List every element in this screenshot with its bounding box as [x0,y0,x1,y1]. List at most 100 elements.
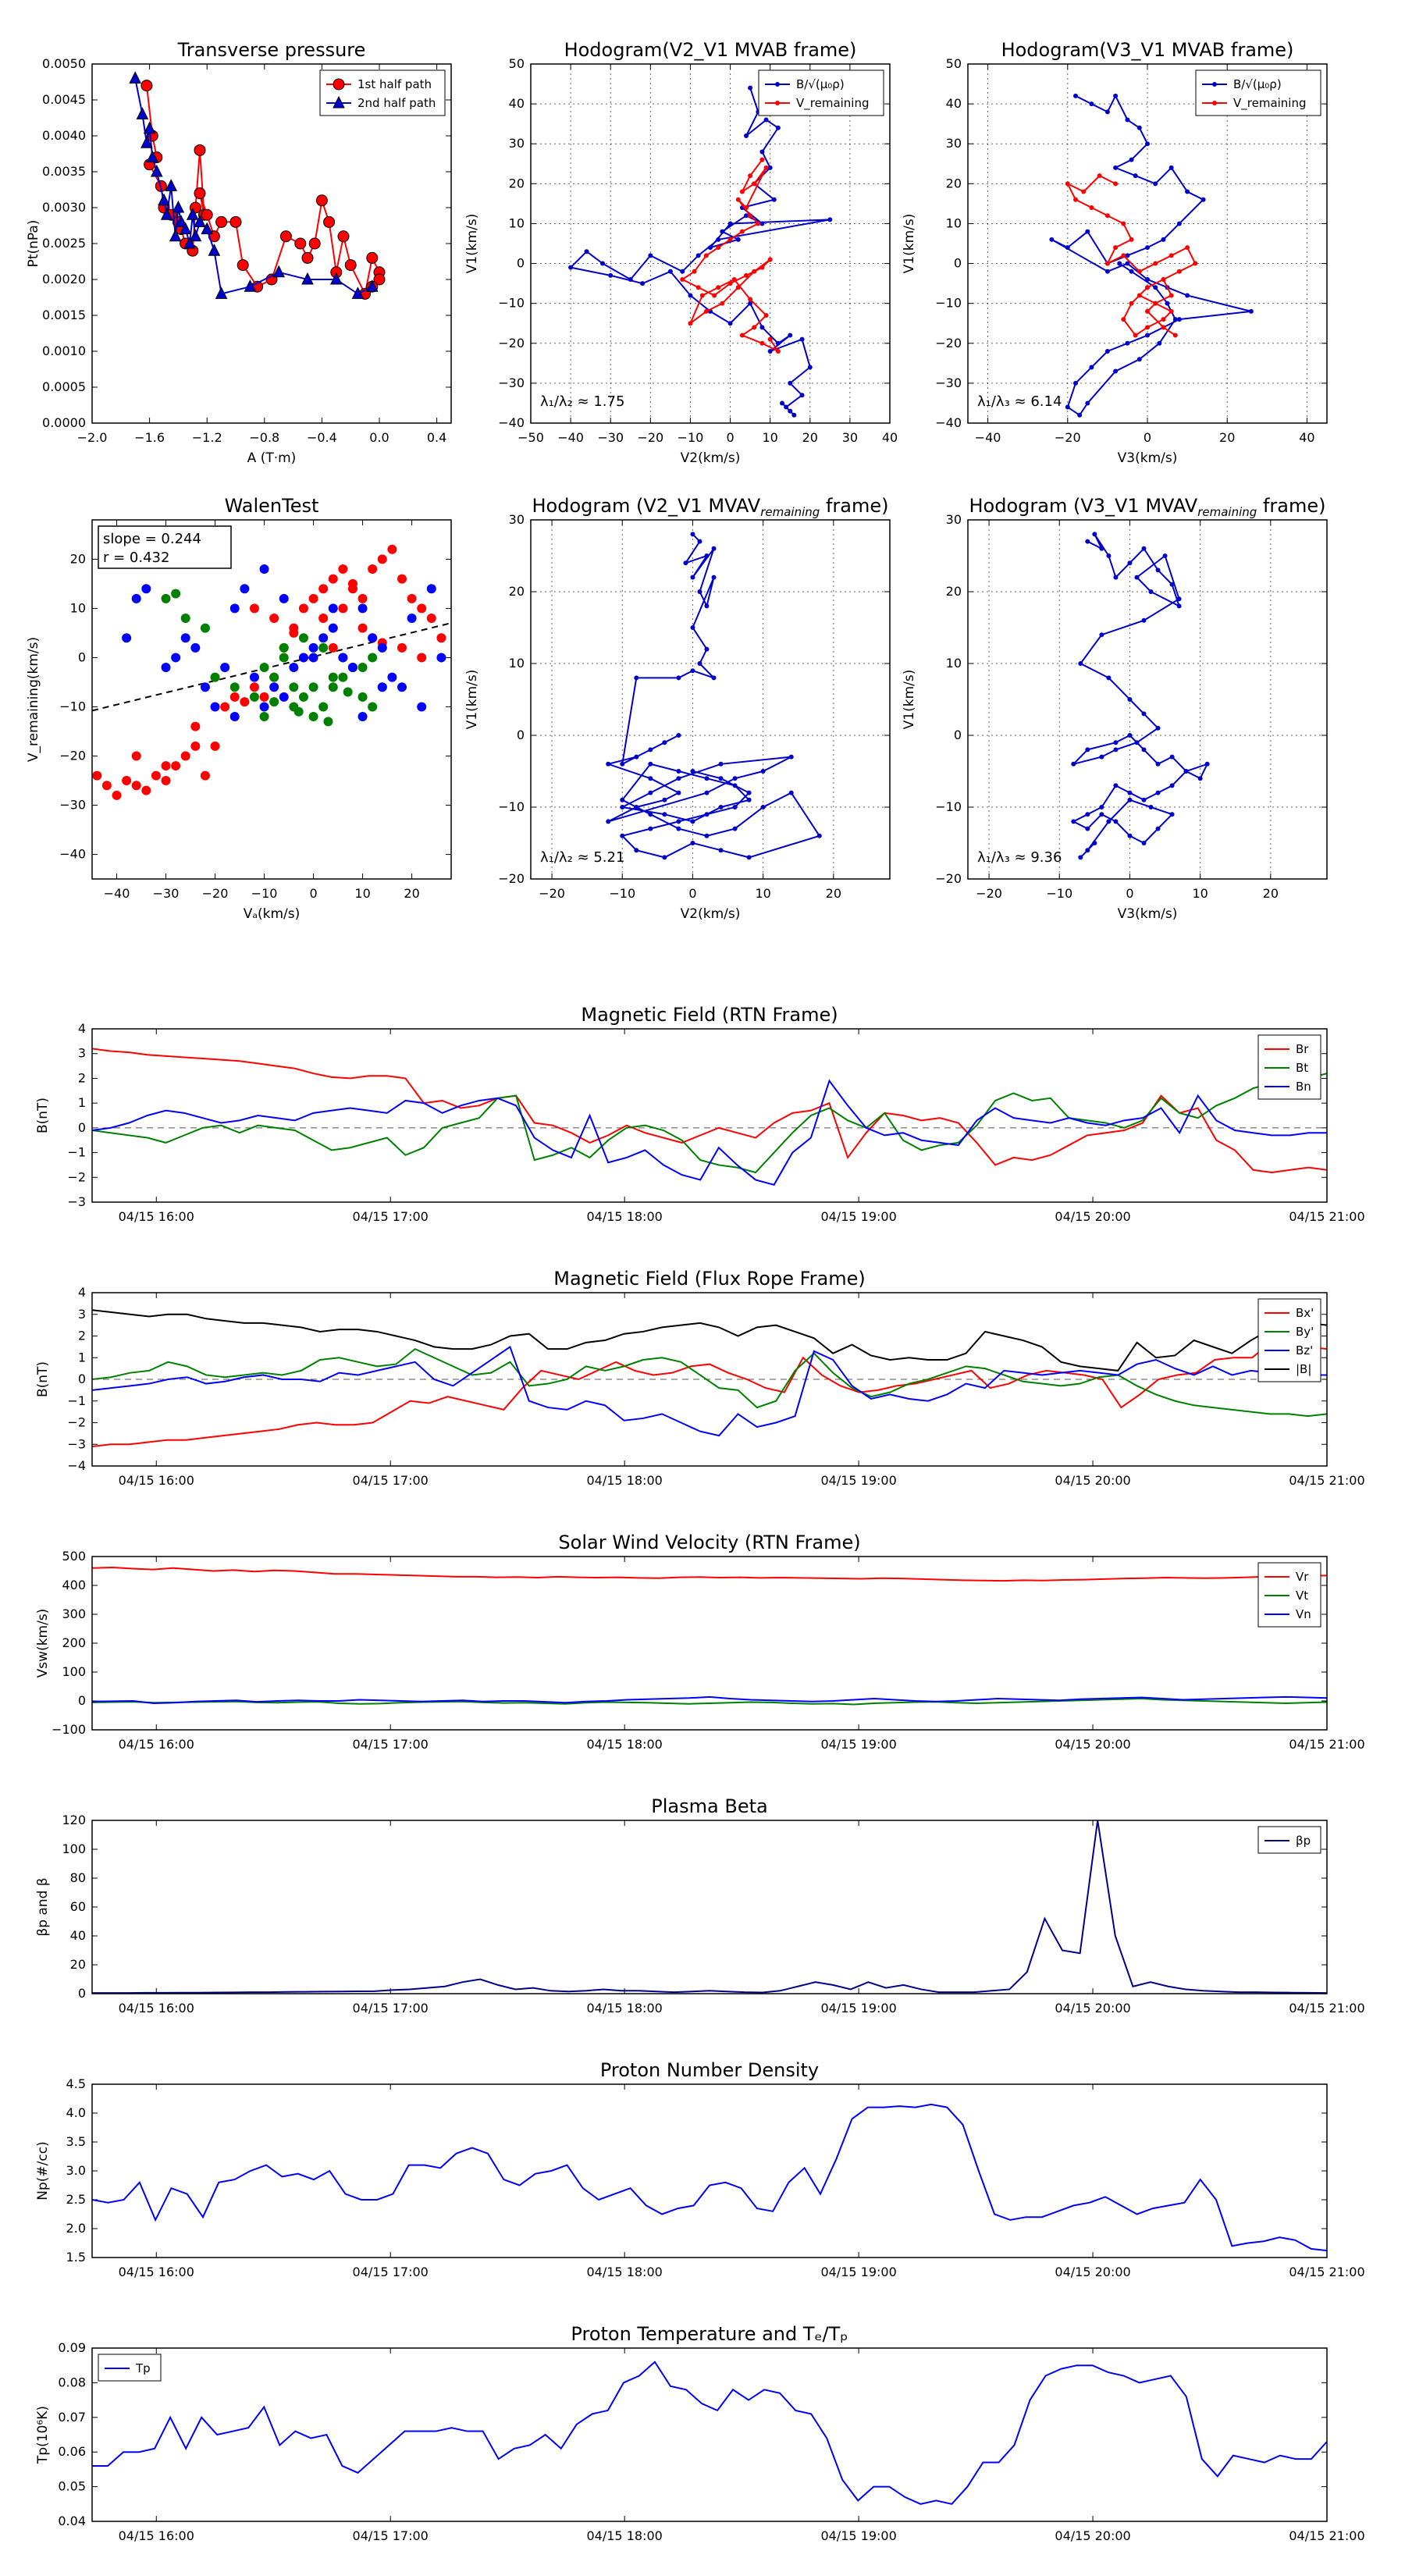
y-tick-label: −40 [498,415,525,430]
series-line-0 [605,533,821,859]
plot-area [92,2361,1327,2505]
y-tick-label: 1.5 [66,2250,86,2265]
data-point [131,751,141,761]
y-tick-label: −20 [935,871,962,886]
data-point [141,584,151,594]
x-tick-label: 04/15 17:00 [353,1737,429,1752]
magnetic-field-flux-rope-panel: −4 −3 −2 −1 0 1 2 3 4 04/15 16:00 04/15 17:00 04/15… [35,1268,1365,1488]
x-tick-label: 20 [404,886,419,901]
y-axis-label: B(nT) [35,1361,51,1397]
proton-temperature-panel: 0.04 0.05 0.06 0.07 0.08 0.09 04/15 16:00 04/15… [35,2323,1365,2543]
data-point [249,682,259,692]
data-point [1089,365,1094,370]
y-tick-label: 0 [954,728,962,742]
data-point [620,805,625,809]
chart-title: Hodogram(V2_V1 MVAB frame) [564,39,857,61]
data-point [1127,797,1133,802]
data-point [140,80,153,92]
y-tick-label: 2 [78,1070,86,1085]
x-tick-label: 0 [1126,886,1133,901]
data-point [189,229,202,242]
y-axis-label: V_remaining(km/s) [26,637,41,762]
x-tick-label: 0.4 [427,430,446,445]
data-point [739,229,745,234]
series-line-Vt [92,1698,1327,1706]
data-point [690,625,695,630]
data-point [690,769,695,774]
data-point [634,848,639,853]
data-point [229,682,240,692]
data-point [648,826,653,831]
plot-area [129,71,386,300]
data-point [727,221,733,226]
data-point [190,741,201,751]
data-point [259,564,269,575]
data-point [727,237,733,242]
title-end: frame) [820,495,888,517]
data-point [760,769,766,774]
y-tick-label: 0.0020 [42,272,86,286]
x-tick-label: 10 [1192,886,1208,901]
data-point [1125,340,1130,346]
x-axis-label: V2(km/s) [681,906,741,922]
x-tick-label: 40 [882,430,898,445]
x-tick-label: −1.2 [192,430,222,445]
data-point [676,790,681,795]
x-tick-label: −30 [153,886,180,901]
data-point [229,215,242,228]
legend-label: 2nd half path [357,96,436,110]
data-point [1141,797,1147,802]
plasma-beta-panel: 0 20 40 60 80 100 120 04/15 16:00 04/15 17:00 04/… [35,1795,1365,2016]
chart-title: Hodogram(V3_V1 MVAB frame) [1001,39,1294,61]
data-point [1141,747,1147,753]
data-point [171,653,181,663]
plot-area [92,2103,1327,2252]
legend: Bx' By' Bz' |B| [1257,1298,1321,1382]
data-point [763,117,769,123]
data-point [759,340,765,346]
data-point [397,642,407,653]
chart-title: Transverse pressure [177,39,366,61]
plot-area [92,1820,1327,1994]
y-tick-label: 400 [62,1578,86,1592]
x-tick-label: 04/15 17:00 [353,1209,429,1224]
y-axis-label: Tp(10⁶K) [35,2406,51,2464]
y-tick-label: 0.0030 [42,200,86,215]
y-tick-label: 0.07 [58,2410,86,2425]
chart-title: Proton Temperature and Tₑ/Tₚ [571,2323,848,2345]
solar-wind-velocity-panel: −100 0 100 200 300 400 500 04/15 16:00 04/15 17:… [35,1532,1365,1752]
data-point [1185,245,1190,251]
data-point [756,221,761,226]
x-tick-label: 10 [354,886,370,901]
data-point [662,740,667,745]
plot-area [1071,532,1210,860]
legend-label: Bt [1296,1061,1308,1075]
data-point [744,133,749,138]
y-tick-label: 0 [517,728,525,742]
data-point [731,277,737,282]
data-point [249,692,259,702]
data-point [298,603,308,614]
axes-frame [91,1292,1328,1467]
y-tick-label: 30 [946,136,962,151]
y-tick-label: 30 [509,136,525,151]
data-point [180,614,190,624]
y-tick-label: 0 [78,1372,86,1386]
x-tick-label: −2.0 [77,430,108,445]
axes-frame [967,63,1328,424]
data-point [323,215,336,228]
y-tick-label: 3.5 [66,2134,86,2149]
data-point [1104,109,1110,115]
x-tick-label: 04/15 18:00 [587,2528,663,2543]
x-tick-label: −30 [597,430,624,445]
x-tick-label: −0.4 [307,430,337,445]
data-point [1161,277,1166,282]
data-point [298,692,308,702]
series-line-Bn [92,1079,1327,1186]
hodogram-v3-v1-mvab-panel: −40 −30 −20 −10 0 10 20 30 40 50 −40 −20 0 20 40 Hodogr… [902,39,1328,466]
data-point [683,560,688,566]
data-point [215,215,228,228]
data-point [600,261,605,266]
data-point [1129,237,1134,242]
